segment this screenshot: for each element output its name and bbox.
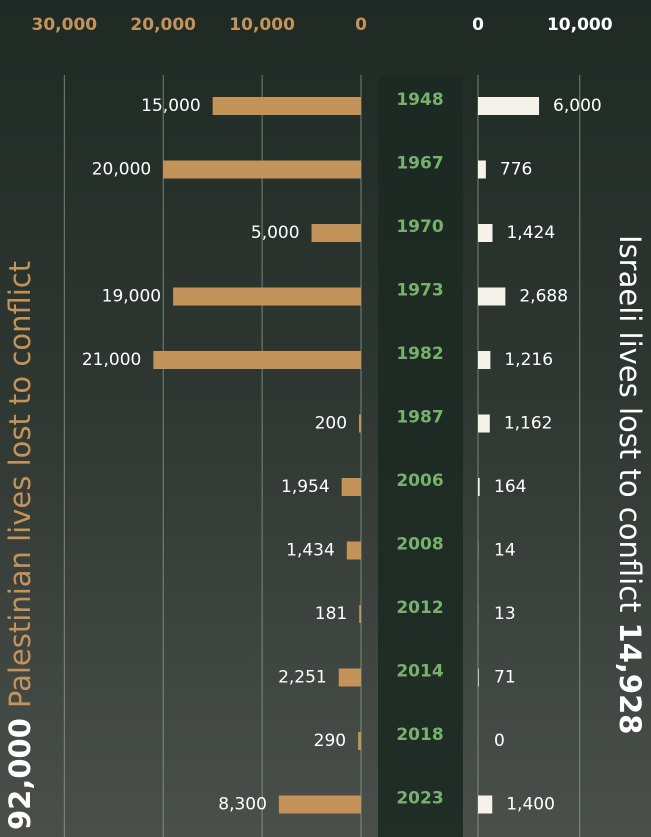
year-label: 2006: [396, 471, 443, 491]
value-label: 15,000: [141, 96, 200, 116]
value-label: 2,251: [278, 668, 327, 688]
bar: [358, 732, 361, 750]
value-label: 200: [315, 414, 347, 434]
bar: [478, 414, 490, 433]
bar: [341, 478, 361, 496]
bar: [346, 541, 361, 560]
bar: [311, 224, 361, 242]
x-tick-label: 0: [472, 15, 484, 35]
bar: [173, 287, 361, 306]
x-tick-label: 0: [355, 15, 367, 35]
value-label: 181: [315, 604, 347, 624]
year-column: [378, 75, 463, 837]
year-label: 2018: [396, 725, 443, 745]
value-label: 290: [314, 731, 346, 751]
value-label: 1,216: [504, 350, 553, 370]
year-label: 2008: [396, 535, 443, 555]
value-label: 1,424: [506, 223, 555, 243]
left-series-name: Palestinian lives lost to conflict: [3, 261, 37, 708]
left-series-title: 92,000 Palestinian lives lost to conflict: [3, 261, 37, 830]
value-label: 1,434: [286, 541, 335, 561]
bar: [338, 668, 361, 687]
right-total: 14,928: [613, 623, 647, 735]
right-series-name: Israeli lives lost to conflict: [613, 235, 647, 613]
value-label: 1,954: [281, 477, 330, 497]
year-label: 2014: [396, 662, 443, 682]
x-tick-label: 10,000: [547, 15, 613, 35]
bar: [163, 160, 361, 179]
value-label: 20,000: [92, 160, 151, 180]
value-label: 8,300: [218, 795, 267, 815]
value-label: 0: [494, 731, 505, 751]
bar: [212, 97, 361, 115]
value-label: 71: [494, 668, 516, 688]
bar: [478, 224, 493, 242]
value-label: 13: [494, 604, 516, 624]
value-label: 1,400: [506, 795, 555, 815]
bar: [478, 287, 506, 306]
year-label: 1982: [396, 344, 443, 364]
plot: 30,000 20,000 10,000 0 0 10,000 1948 15,000 6,00…: [32, 15, 613, 837]
bar: [478, 478, 480, 496]
value-label: 164: [494, 477, 526, 497]
bar: [478, 351, 491, 369]
year-label: 2012: [396, 598, 443, 618]
value-label: 2,688: [519, 287, 568, 307]
year-label: 1987: [396, 408, 443, 428]
x-tick-label: 10,000: [229, 15, 295, 35]
value-label: 1,162: [504, 414, 553, 434]
bar: [478, 160, 486, 179]
value-label: 19,000: [102, 287, 161, 307]
x-tick-label: 30,000: [32, 15, 98, 35]
bar: [278, 795, 361, 814]
bar: [478, 795, 493, 814]
year-label: 1973: [396, 281, 443, 301]
value-label: 6,000: [553, 96, 602, 116]
value-label: 776: [500, 160, 532, 180]
bar: [478, 668, 479, 687]
value-label: 14: [494, 541, 516, 561]
bar: [359, 414, 361, 433]
year-label: 1948: [396, 90, 443, 110]
bar: [359, 605, 361, 623]
value-label: 5,000: [251, 223, 300, 243]
bar: [153, 351, 361, 369]
bar: [478, 97, 540, 115]
value-label: 21,000: [82, 350, 141, 370]
x-tick-label: 20,000: [130, 15, 196, 35]
right-series-title: Israeli lives lost to conflict 14,928: [613, 235, 647, 734]
year-label: 2023: [396, 789, 443, 809]
left-total: 92,000: [3, 718, 37, 830]
year-label: 1970: [396, 217, 443, 237]
year-label: 1967: [396, 154, 443, 174]
